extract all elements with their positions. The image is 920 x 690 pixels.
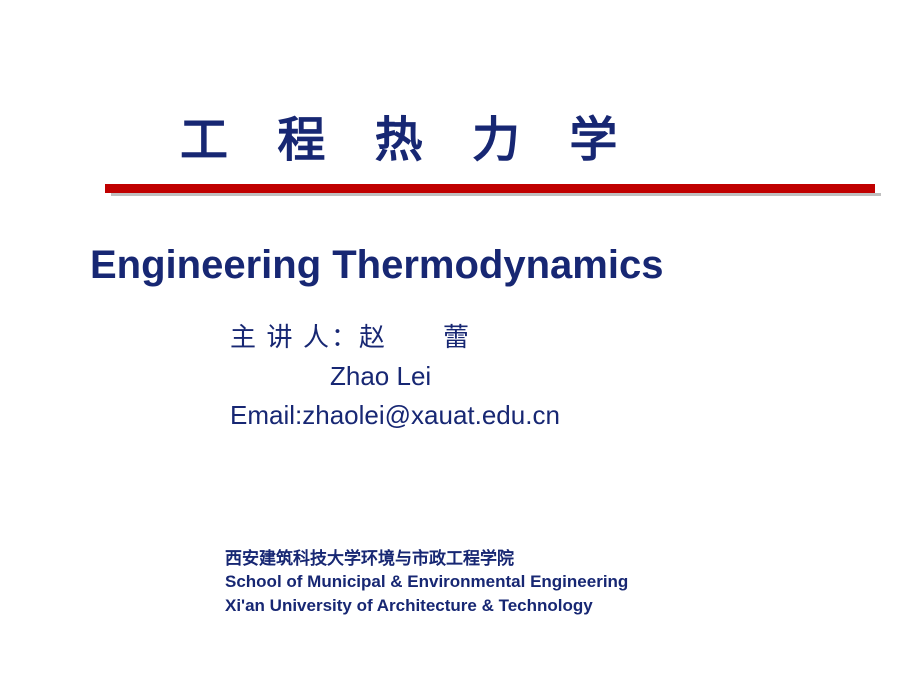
- affiliation-footer: 西安建筑科技大学环境与市政工程学院 School of Municipal & …: [225, 547, 628, 618]
- school-name-chinese: 西安建筑科技大学环境与市政工程学院: [225, 547, 628, 571]
- university-name-english: Xi'an University of Architecture & Techn…: [225, 594, 628, 618]
- lecturer-info: 主 讲 人：赵 蕾 Zhao Lei Email:zhaolei@xauat.e…: [230, 318, 860, 435]
- lecturer-name-chinese: 主 讲 人：赵 蕾: [230, 318, 860, 357]
- divider-shadow: [111, 193, 881, 196]
- school-name-english: School of Municipal & Environmental Engi…: [225, 570, 628, 594]
- divider-bar: [105, 184, 875, 193]
- title-divider: [105, 184, 875, 193]
- course-title-english: Engineering Thermodynamics: [90, 243, 860, 288]
- course-title-chinese: 工 程 热 力 学: [180, 100, 860, 170]
- lecturer-name-english: Zhao Lei: [330, 357, 860, 396]
- slide-container: 工 程 热 力 学 Engineering Thermodynamics 主 讲…: [0, 0, 920, 690]
- lecturer-email: Email:zhaolei@xauat.edu.cn: [230, 396, 860, 435]
